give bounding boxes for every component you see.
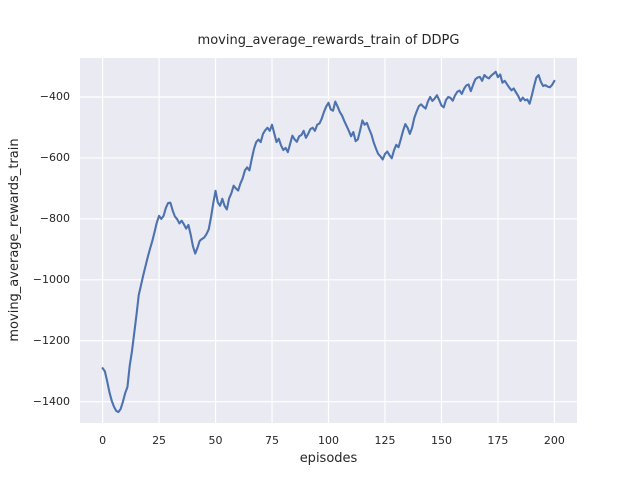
x-tick-label: 175 bbox=[487, 434, 509, 447]
y-tick-label: −1400 bbox=[32, 395, 70, 409]
x-tick-label: 150 bbox=[430, 434, 452, 447]
chart-title: moving_average_rewards_train of DDPG bbox=[197, 33, 460, 48]
y-tick-label: −1000 bbox=[32, 273, 70, 287]
y-axis-label: moving_average_rewards_train bbox=[7, 138, 22, 342]
y-tick-label: −800 bbox=[39, 212, 70, 226]
x-tick-label: 50 bbox=[208, 434, 223, 447]
y-tick-label: −600 bbox=[39, 151, 70, 165]
x-tick-label: 200 bbox=[543, 434, 565, 447]
x-tick-label: 25 bbox=[152, 434, 167, 447]
x-tick-label: 0 bbox=[99, 434, 107, 447]
series-line bbox=[101, 70, 556, 414]
y-tick-label: −1200 bbox=[32, 334, 70, 348]
x-axis-label: episodes bbox=[299, 451, 358, 466]
x-tick-label: 125 bbox=[374, 434, 396, 447]
y-tick-label: −400 bbox=[39, 90, 70, 104]
x-tick-label: 75 bbox=[265, 434, 280, 447]
x-tick-label: 100 bbox=[318, 434, 339, 447]
